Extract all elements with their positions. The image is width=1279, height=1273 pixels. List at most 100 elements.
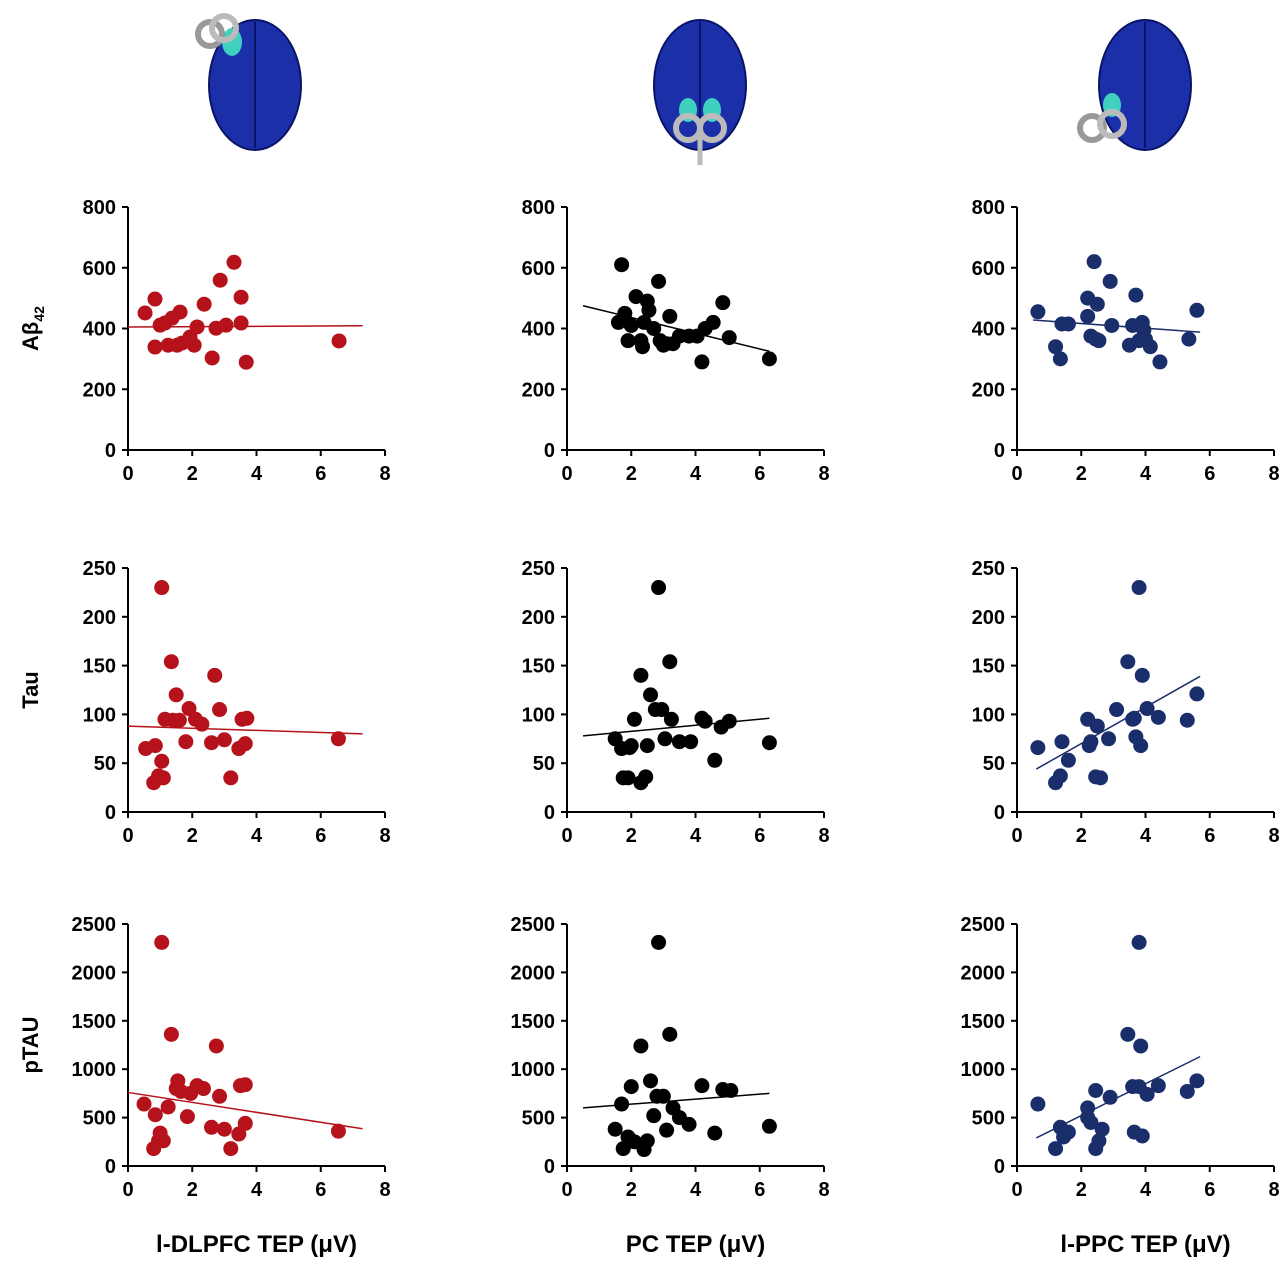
point [623, 1079, 639, 1095]
y-tick-label: 50 [983, 753, 1005, 775]
point [697, 713, 713, 729]
point [223, 770, 239, 786]
point [1052, 351, 1068, 367]
point [1091, 333, 1107, 349]
point [204, 735, 220, 751]
point [154, 753, 170, 769]
point [663, 711, 679, 727]
x-axis-label: l-PPC TEP (μV) [1060, 1231, 1230, 1258]
point [1086, 254, 1102, 270]
y-tick-label: 600 [83, 258, 116, 280]
x-tick-label: 4 [251, 825, 263, 847]
point [207, 667, 223, 683]
trendline [127, 325, 363, 328]
point [136, 1096, 152, 1112]
x-tick-label: 4 [251, 1179, 263, 1201]
y-tick-label: 250 [83, 558, 116, 580]
x-tick-label: 2 [626, 1179, 637, 1201]
y-tick-label: 2000 [961, 962, 1006, 984]
y-tick-label: 2500 [961, 914, 1006, 936]
point [628, 289, 644, 305]
y-tick-label: 400 [522, 319, 555, 341]
point [761, 351, 777, 367]
point [238, 354, 254, 370]
x-tick-label: 2 [1076, 463, 1087, 485]
point [237, 736, 253, 752]
point [1189, 302, 1205, 318]
point [330, 731, 346, 747]
point [1048, 1141, 1064, 1157]
point [233, 289, 249, 305]
x-tick-label: 0 [561, 463, 572, 485]
x-tick-label: 6 [315, 1179, 326, 1201]
point [643, 687, 659, 703]
coil [209, 13, 239, 43]
point [694, 1078, 710, 1094]
trendline [127, 725, 363, 735]
y-tick-label: 600 [972, 258, 1005, 280]
point [1089, 718, 1105, 734]
point [1030, 1096, 1046, 1112]
point [155, 770, 171, 786]
x-tick-label: 6 [315, 825, 326, 847]
x-tick-label: 0 [122, 463, 133, 485]
point [655, 1088, 671, 1104]
point [172, 304, 188, 320]
point [212, 272, 228, 288]
point [615, 1141, 631, 1157]
point [1091, 1133, 1107, 1149]
trendline [583, 1092, 770, 1109]
x-tick-label: 0 [122, 1179, 133, 1201]
point [1102, 1089, 1118, 1105]
x-tick-label: 2 [626, 463, 637, 485]
point [620, 770, 636, 786]
point [1054, 734, 1070, 750]
point [662, 308, 678, 324]
trendline [1035, 675, 1201, 770]
point [1133, 1038, 1149, 1054]
point [1126, 710, 1142, 726]
point [154, 580, 170, 596]
y-tick-label: 1500 [511, 1011, 556, 1033]
point [204, 350, 220, 366]
point [1179, 1083, 1195, 1099]
point [1179, 712, 1195, 728]
point [694, 354, 710, 370]
y-tick-label: 800 [522, 197, 555, 219]
point [1109, 702, 1125, 718]
y-axis-label-subscript: 42 [31, 306, 47, 322]
point [723, 1082, 739, 1098]
x-tick-label: 8 [818, 1179, 829, 1201]
point [147, 1107, 163, 1123]
point [1060, 316, 1076, 332]
y-tick-label: 150 [83, 656, 116, 678]
point [651, 580, 667, 596]
x-tick-label: 0 [1011, 463, 1022, 485]
point [1060, 752, 1076, 768]
y-tick-label: 250 [972, 558, 1005, 580]
y-tick-label: 100 [83, 704, 116, 726]
point [643, 1073, 659, 1089]
y-tick-label: 1000 [511, 1059, 556, 1081]
x-tick-label: 2 [626, 825, 637, 847]
coil [697, 113, 727, 143]
x-tick-label: 0 [1011, 1179, 1022, 1201]
point [1030, 304, 1046, 320]
point [707, 1125, 723, 1141]
x-tick-label: 4 [690, 463, 702, 485]
point [186, 337, 202, 353]
point [721, 713, 737, 729]
y-tick-label: 500 [83, 1108, 116, 1130]
point [633, 1038, 649, 1054]
x-tick-label: 8 [1268, 825, 1279, 847]
y-tick-label: 200 [522, 607, 555, 629]
point [639, 738, 655, 754]
point [614, 1096, 630, 1112]
y-axis-label-text: pTAU [18, 1016, 43, 1073]
point [223, 1141, 239, 1157]
point [651, 934, 667, 950]
x-tick-label: 0 [561, 825, 572, 847]
point [662, 654, 678, 670]
point [681, 1116, 697, 1132]
